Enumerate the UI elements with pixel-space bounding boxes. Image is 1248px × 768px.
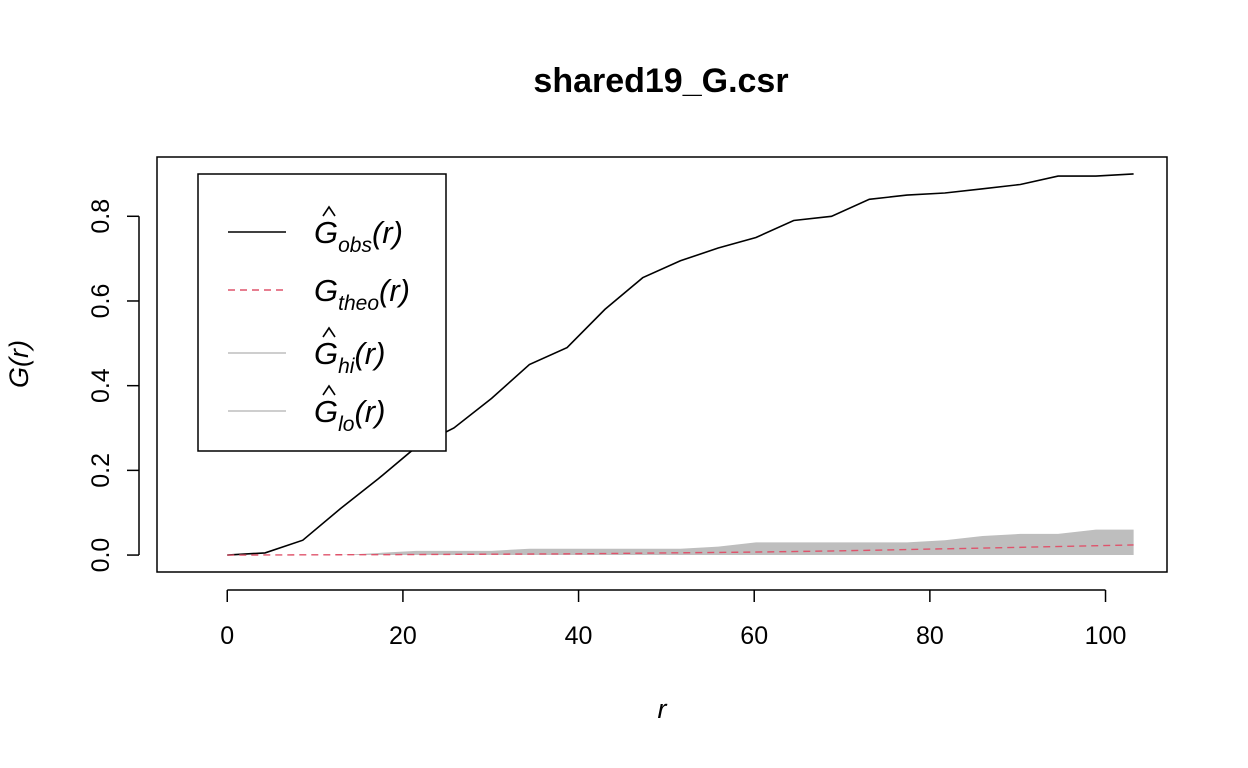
legend-subscript: lo [338,413,355,436]
series-line-theo [227,544,1134,556]
legend-label: Gobs(r) [314,215,403,257]
legend-argument: (r) [354,394,385,429]
x-axis: 0 20 40 60 80 100 [220,589,1127,650]
y-tick-label: 0.2 [87,453,115,488]
plot-frame [156,156,1168,573]
legend-item-lo: Glo(r) [228,384,385,436]
y-axis-label: G(r) [4,340,34,388]
y-tick-label: 0.8 [87,199,115,234]
legend: Gobs(r)Gtheo(r)Ghi(r)Glo(r) [197,173,447,452]
legend-symbol: G [314,215,338,250]
legend-label: Ghi(r) [314,336,385,378]
y-tick-label: 0.6 [87,284,115,319]
legend-label: Glo(r) [314,394,385,436]
legend-subscript: theo [338,292,379,315]
legend-item-theo: Gtheo(r) [228,273,410,315]
hat-accent [322,326,336,338]
x-tick-label: 40 [565,622,593,650]
series-line-obs [227,173,1134,556]
chart-title: shared19_G.csr [533,62,788,100]
x-axis-label: r [658,694,668,724]
legend-symbol: G [314,394,338,429]
legend-box [197,173,447,452]
x-tick-label: 60 [740,622,768,650]
x-tick-label: 0 [220,622,234,650]
envelope-band [227,529,1134,556]
legend-symbol: G [314,336,338,371]
y-tick-label: 0.0 [87,538,115,573]
legend-symbol: G [314,273,338,308]
legend-argument: (r) [379,273,410,308]
y-axis: 0.0 0.2 0.4 0.6 0.8 [87,199,140,573]
legend-item-hi: Ghi(r) [228,326,385,378]
legend-item-obs: Gobs(r) [228,205,403,257]
legend-argument: (r) [372,215,403,250]
legend-subscript: obs [338,234,372,257]
legend-subscript: hi [338,355,356,378]
hat-accent [322,384,336,396]
y-tick-label: 0.4 [87,368,115,403]
legend-argument: (r) [354,336,385,371]
legend-label: Gtheo(r) [314,273,410,315]
x-tick-label: 80 [916,622,944,650]
x-tick-label: 100 [1085,622,1127,650]
plot-area [227,173,1134,556]
x-tick-label: 20 [389,622,417,650]
hat-accent [322,205,336,217]
